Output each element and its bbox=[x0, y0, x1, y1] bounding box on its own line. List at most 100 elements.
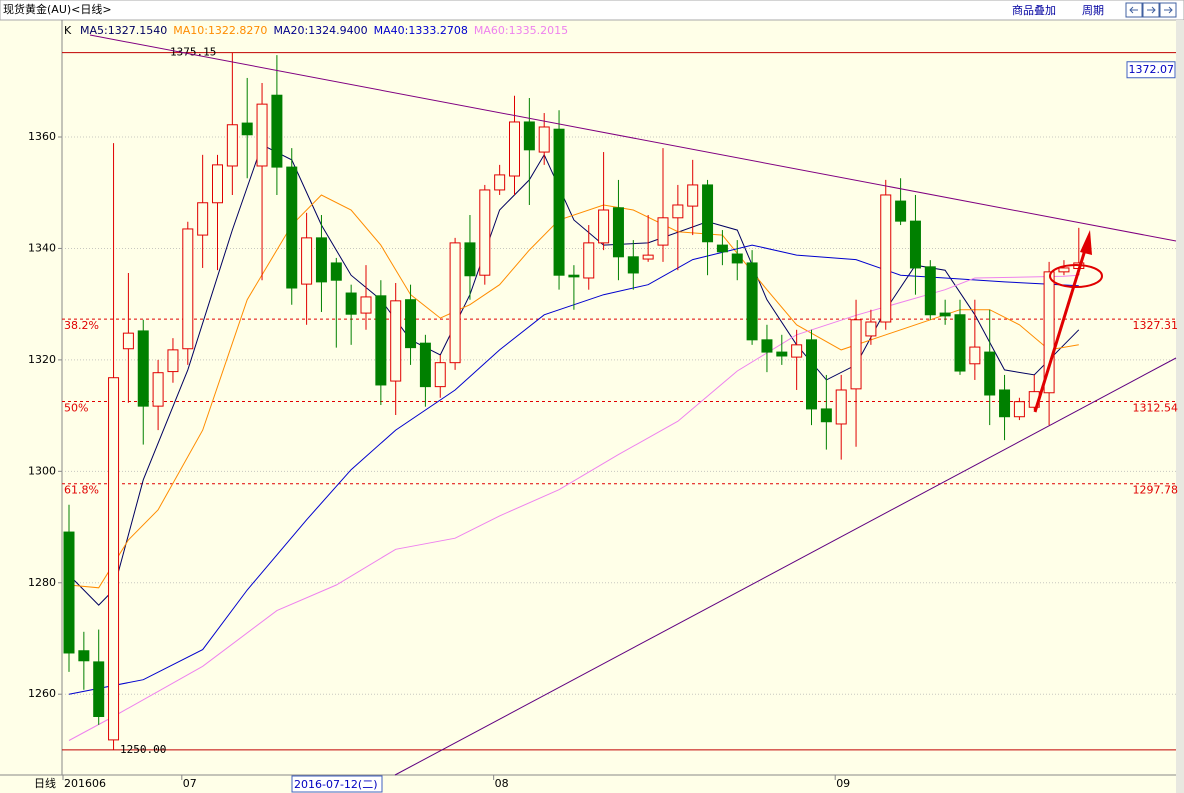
resistance-trendline bbox=[89, 34, 1177, 242]
candle-body bbox=[93, 661, 105, 717]
candle-body bbox=[598, 209, 610, 244]
candle-body bbox=[820, 408, 832, 423]
candle-body bbox=[345, 292, 357, 315]
header-bar bbox=[0, 0, 1184, 21]
candle-body bbox=[657, 217, 669, 246]
candle-body bbox=[702, 184, 714, 243]
candle-body bbox=[419, 342, 431, 388]
candle-body bbox=[167, 349, 179, 373]
fib-value: 1327.31 bbox=[1133, 319, 1179, 332]
candle-body bbox=[449, 242, 461, 364]
y-tick-label: 1360 bbox=[28, 130, 56, 143]
candle-body bbox=[137, 330, 149, 407]
extreme-label: 1375.15 bbox=[170, 46, 216, 59]
legend-entry: MA5:1327.1540 bbox=[80, 24, 167, 37]
candle-body bbox=[494, 174, 506, 191]
candle-body bbox=[197, 202, 209, 236]
y-tick-label: 1280 bbox=[28, 576, 56, 589]
overlay-button[interactable]: 商品叠加 bbox=[1012, 3, 1056, 17]
candle-body bbox=[271, 94, 283, 168]
instrument-title: 现货黄金(AU)<日线> bbox=[3, 2, 112, 16]
candle-body bbox=[122, 332, 134, 350]
arrow-icon bbox=[1147, 6, 1156, 14]
arrow-icon bbox=[1129, 6, 1138, 14]
cursor-price-box bbox=[1126, 61, 1176, 79]
candle-body bbox=[568, 274, 580, 278]
candle-body bbox=[865, 321, 877, 337]
fib-name: 38.2% bbox=[64, 319, 99, 332]
cursor-price: 1372.07 bbox=[1129, 63, 1175, 76]
legend-entry: MA20:1324.9400 bbox=[273, 24, 367, 37]
candle-body bbox=[434, 362, 446, 388]
candle-body bbox=[390, 300, 402, 382]
y-tick-label: 1320 bbox=[28, 353, 56, 366]
support-trendline bbox=[394, 357, 1177, 776]
cursor-date: 2016-07-12(二) bbox=[294, 778, 378, 791]
candle-body bbox=[716, 244, 728, 253]
candle-body bbox=[687, 184, 699, 207]
fib-name: 61.8% bbox=[64, 484, 99, 497]
candle-body bbox=[954, 314, 966, 372]
candle-body bbox=[538, 126, 550, 153]
legend-entry: MA60:1335.2015 bbox=[474, 24, 568, 37]
candle-body bbox=[924, 266, 936, 316]
candle-body bbox=[509, 121, 520, 177]
candle-body bbox=[746, 262, 758, 341]
x-axis-label: 日线 bbox=[34, 776, 56, 790]
x-tick-label: 08 bbox=[495, 777, 509, 790]
candle-body bbox=[672, 204, 684, 219]
x-tick-label: 07 bbox=[183, 777, 197, 790]
candle-body bbox=[731, 253, 743, 264]
arrow-head bbox=[1080, 230, 1092, 255]
candle-body bbox=[78, 650, 90, 662]
plot: 38.2% 1327.31 50% 1312.54 61.8% 1297.78 1375.1… bbox=[58, 46, 1178, 756]
extreme-label: 1250.00 bbox=[120, 743, 166, 756]
candle-body bbox=[909, 220, 921, 269]
candle-body bbox=[286, 166, 298, 289]
fib-name: 50% bbox=[64, 401, 88, 414]
candle-body bbox=[835, 389, 847, 425]
candle-body bbox=[880, 194, 892, 323]
candle-body bbox=[627, 256, 639, 274]
candle-body bbox=[464, 242, 476, 277]
arrow-icon bbox=[1164, 6, 1173, 14]
x-tick-label: 201606 bbox=[64, 777, 106, 790]
period-button[interactable]: 周期 bbox=[1082, 4, 1104, 17]
scrollbar[interactable] bbox=[1176, 20, 1184, 793]
candle-body bbox=[1058, 267, 1070, 273]
candle-body bbox=[583, 242, 595, 279]
moving-average-line bbox=[68, 194, 1079, 589]
y-tick-label: 1300 bbox=[28, 464, 56, 477]
candle-body bbox=[1013, 401, 1025, 418]
x-tick-label: 09 bbox=[836, 777, 850, 790]
legend-entry: MA40:1333.2708 bbox=[374, 24, 468, 37]
candle-body bbox=[241, 122, 253, 136]
y-tick-label: 1260 bbox=[28, 687, 56, 700]
candle-body bbox=[1043, 271, 1055, 394]
candle-body bbox=[791, 344, 803, 358]
candle-body bbox=[152, 372, 164, 407]
candle-body bbox=[360, 296, 372, 314]
candle-body bbox=[330, 262, 342, 281]
candle-body bbox=[523, 121, 535, 151]
candle-body bbox=[315, 237, 327, 283]
candle-body bbox=[761, 339, 773, 353]
candle-body bbox=[553, 128, 565, 276]
candle-body bbox=[479, 189, 491, 276]
fib-value: 1312.54 bbox=[1133, 401, 1179, 414]
y-tick-label: 1340 bbox=[28, 241, 56, 254]
fib-value: 1297.78 bbox=[1133, 484, 1179, 497]
candle-body bbox=[256, 103, 268, 167]
candle-body bbox=[301, 237, 313, 285]
candle-body bbox=[895, 200, 907, 222]
candle-body bbox=[850, 319, 862, 390]
candle-body bbox=[63, 531, 75, 654]
candle-body bbox=[939, 312, 951, 317]
candle-body bbox=[806, 339, 817, 410]
moving-average-line bbox=[68, 274, 1079, 741]
candle-body bbox=[375, 295, 387, 386]
candle-body bbox=[182, 228, 194, 350]
candle-body bbox=[642, 254, 654, 260]
